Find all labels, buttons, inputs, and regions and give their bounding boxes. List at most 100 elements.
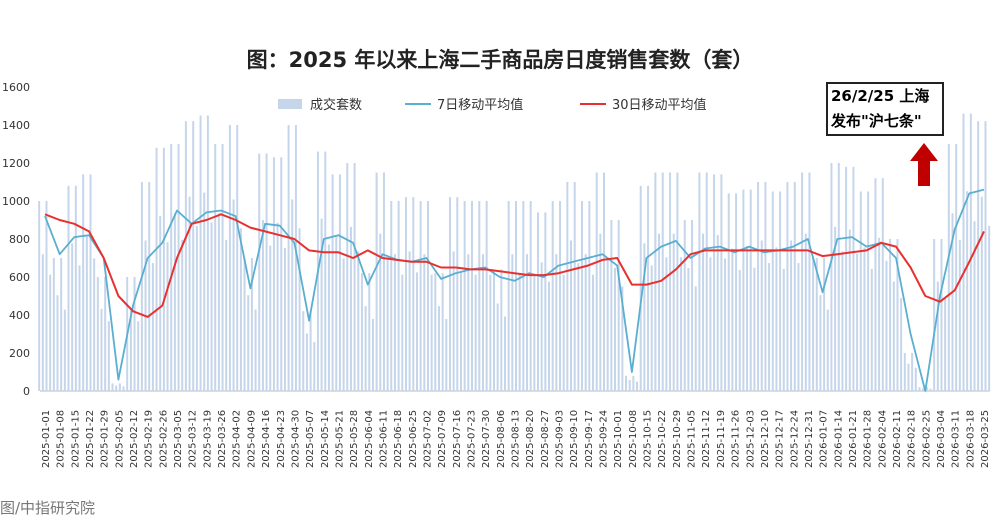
bar-成交套数 (973, 221, 976, 391)
y-tick-label: 600 (9, 271, 30, 284)
bar-成交套数 (478, 201, 481, 391)
bar-成交套数 (287, 125, 290, 391)
bar-成交套数 (760, 240, 763, 391)
bar-成交套数 (966, 191, 969, 391)
x-tick-label: 2025-04-30 (290, 410, 301, 468)
bar-成交套数 (933, 239, 936, 391)
bar-成交套数 (111, 383, 114, 391)
bar-成交套数 (203, 192, 206, 391)
bar-成交套数 (969, 113, 972, 391)
bar-成交套数 (977, 121, 980, 391)
bar-成交套数 (177, 144, 180, 391)
bar-成交套数 (650, 265, 653, 391)
bar-成交套数 (430, 274, 433, 391)
source-note: 图/中指研究院 (0, 499, 96, 517)
bar-成交套数 (900, 297, 903, 391)
x-tick-label: 2025-09-24 (599, 410, 610, 468)
bar-成交套数 (837, 163, 840, 391)
bar-成交套数 (676, 172, 679, 391)
bar-成交套数 (566, 182, 569, 391)
bar-成交套数 (173, 213, 176, 391)
y-tick-label: 1200 (2, 157, 30, 170)
bar-成交套数 (49, 274, 52, 391)
bar-成交套数 (474, 274, 477, 391)
bar-成交套数 (327, 244, 330, 391)
bar-成交套数 (67, 185, 70, 391)
bar-成交套数 (364, 306, 367, 391)
bar-成交套数 (393, 254, 396, 391)
x-tick-label: 2025-09-17 (584, 410, 595, 468)
y-tick-label: 1600 (2, 81, 30, 94)
bar-成交套数 (426, 201, 429, 391)
bar-成交套数 (819, 295, 822, 391)
bar-成交套数 (878, 237, 881, 391)
bar-成交套数 (276, 222, 279, 391)
bar-成交套数 (239, 228, 242, 391)
bar-成交套数 (797, 263, 800, 391)
bar-成交套数 (188, 196, 191, 391)
bar-成交套数 (672, 233, 675, 391)
bar-成交套数 (896, 239, 899, 391)
x-tick-label: 2025-02-26 (158, 410, 169, 468)
bar-成交套数 (812, 257, 815, 391)
bar-成交套数 (588, 201, 591, 391)
bar-成交套数 (947, 144, 950, 391)
y-tick-label: 1400 (2, 119, 30, 132)
bar-成交套数 (390, 201, 393, 391)
bar-成交套数 (764, 182, 767, 391)
bar-成交套数 (228, 125, 231, 391)
bar-成交套数 (305, 333, 308, 391)
bar-成交套数 (298, 228, 301, 391)
y-tick-label: 0 (23, 385, 30, 398)
x-tick-label: 2025-08-13 (511, 410, 522, 468)
bar-成交套数 (122, 386, 125, 391)
bar-成交套数 (217, 213, 220, 391)
bar-成交套数 (243, 258, 246, 391)
bar-成交套数 (467, 254, 470, 391)
bar-成交套数 (834, 226, 837, 391)
bar-成交套数 (771, 191, 774, 391)
bar-成交套数 (162, 147, 165, 391)
bar-成交套数 (107, 321, 110, 391)
bar-成交套数 (768, 263, 771, 391)
bar-成交套数 (463, 201, 466, 391)
bar-成交套数 (481, 254, 484, 391)
bar-成交套数 (925, 387, 928, 391)
bar-成交套数 (581, 201, 584, 391)
bar-成交套数 (661, 172, 664, 391)
x-tick-label: 2025-01-08 (56, 410, 67, 468)
x-tick-label: 2025-06-11 (378, 410, 389, 468)
bar-成交套数 (423, 254, 426, 391)
bar-成交套数 (559, 201, 562, 391)
bar-成交套数 (889, 239, 892, 391)
x-tick-label: 2025-10-22 (657, 410, 668, 468)
bar-成交套数 (470, 201, 473, 391)
bar-成交套数 (515, 201, 517, 391)
x-tick-label: 2025-03-26 (217, 410, 228, 468)
bar-成交套数 (261, 220, 264, 391)
bar-成交套数 (647, 185, 650, 391)
x-tick-label: 2025-11-26 (731, 410, 742, 468)
bar-成交套数 (56, 295, 59, 391)
bar-成交套数 (841, 251, 844, 391)
bar-成交套数 (863, 247, 866, 391)
bar-成交套数 (85, 235, 88, 391)
legend-label: 7日移动平均值 (437, 97, 523, 113)
bar-成交套数 (181, 239, 184, 391)
bar-成交套数 (680, 257, 683, 391)
x-tick-label: 2025-10-01 (613, 410, 624, 468)
bar-成交套数 (166, 242, 169, 391)
bar-成交套数 (625, 375, 628, 391)
bar-成交套数 (984, 121, 987, 391)
bar-成交套数 (419, 201, 422, 391)
y-tick-label: 1000 (2, 195, 30, 208)
bar-成交套数 (551, 201, 554, 391)
bar-成交套数 (408, 251, 411, 391)
bar-成交套数 (804, 233, 807, 391)
bar-成交套数 (401, 274, 404, 391)
bar-成交套数 (346, 163, 349, 391)
y-tick-label: 800 (9, 233, 30, 246)
x-tick-label: 2026-03-04 (936, 410, 947, 468)
bar-成交套数 (716, 235, 719, 391)
bar-成交套数 (526, 254, 529, 391)
